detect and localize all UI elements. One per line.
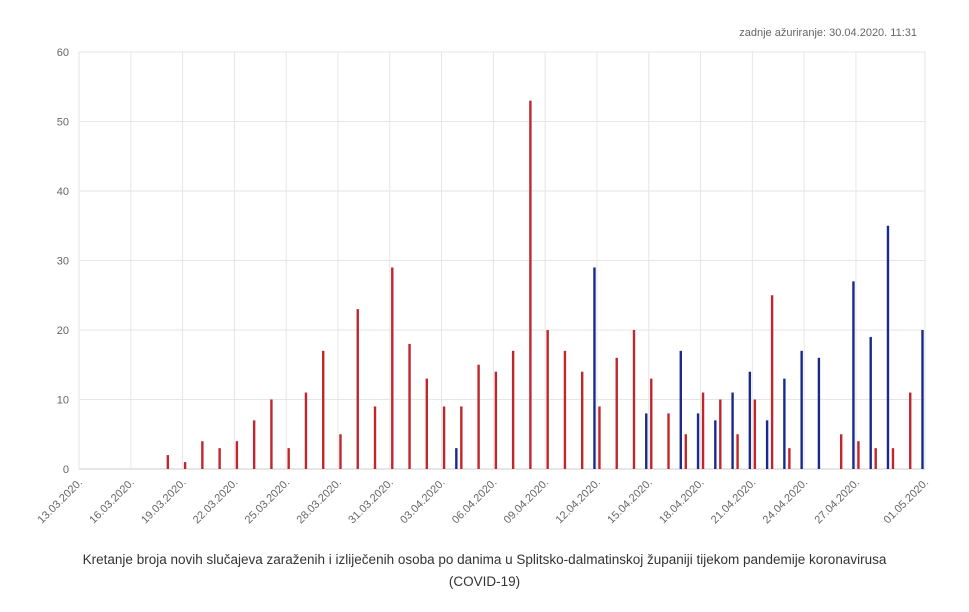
infected-bar [270,399,273,469]
infected-bar [857,441,860,469]
recovered-bar [714,420,717,469]
infected-bar [494,371,498,469]
x-tick-label: 24.04.2020. [761,477,811,527]
x-tick-label: 03.04.2020. [398,477,448,527]
x-tick-label: 16.03.2020. [87,477,137,527]
infected-bar [391,267,394,469]
infected-bar [909,392,912,469]
recovered-bar [696,413,700,469]
recovered-bar [852,281,855,469]
infected-bar [529,100,532,470]
chart-caption: Kretanje broja novih slučajeva zaraženih… [0,549,969,593]
infected-bar [650,378,653,469]
infected-bar [719,399,722,469]
x-tick-label: 06.04.2020. [450,477,500,527]
x-tick-label: 19.03.2020. [139,477,189,527]
infected-bar [563,350,567,469]
infected-bar [373,406,377,469]
infected-bar [322,350,325,469]
infected-bar [546,330,549,469]
infected-bar [874,448,877,469]
infected-bar [339,434,342,469]
recovered-bar [455,448,458,469]
recovered-bar [748,371,752,469]
infected-bar [408,343,411,469]
infected-bar [356,309,359,469]
infected-bar [235,441,239,469]
infected-bar [425,378,429,469]
bars [166,100,924,470]
infected-bar [252,420,256,469]
recovered-bar [783,378,786,469]
x-tick-label: 13.03.2020. [36,477,86,527]
infected-bar [753,399,757,469]
last-updated-label: zadnje ažuriranje: 30.04.2020. 11:31 [739,27,917,39]
infected-bar [442,406,446,469]
infected-bar [166,455,170,469]
infected-bar [477,364,480,469]
y-tick-label: 50 [57,117,69,129]
infected-bar [701,392,705,469]
y-tick-label: 60 [57,47,69,59]
infected-bar [218,448,221,469]
x-tick-label: 31.03.2020. [346,477,396,527]
x-tick-label: 21.04.2020. [709,477,759,527]
infected-bar [788,448,791,469]
x-tick-label: 22.03.2020. [191,477,241,527]
recovered-bar [679,350,682,469]
caption-line-2: (COVID-19) [448,574,521,589]
infected-bar [460,406,463,469]
recovered-bar [817,357,821,469]
y-tick-label: 10 [57,395,69,407]
infected-bar [304,392,308,469]
y-tick-label: 20 [57,325,69,337]
caption-line-1: Kretanje broja novih slučajeva zaraženih… [82,552,887,567]
infected-bar [511,350,515,469]
infected-bar [201,441,204,469]
infected-bar [667,413,670,469]
recovered-bar [921,330,924,469]
infected-bar [598,406,601,469]
axes: 0 10 20 30 40 50 60 13.03.2020. 16.03.2020. 19.03… [36,47,932,526]
recovered-bar [645,413,648,469]
infected-bar [615,357,618,469]
infected-bar [632,330,636,469]
x-tick-label: 27.04.2020. [812,477,862,527]
infected-bar [736,434,739,469]
infected-bar [287,448,290,469]
grid-lines [78,51,926,470]
infected-bar [684,434,687,469]
recovered-bar [800,350,803,469]
y-tick-label: 40 [57,186,69,198]
recovered-bar [869,336,872,469]
recovered-bar [731,392,734,469]
x-tick-label: 18.04.2020. [657,477,707,527]
x-tick-label: 09.04.2020. [502,477,552,527]
recovered-bar [765,420,769,469]
recovered-bar [886,225,890,469]
y-tick-label: 30 [57,256,69,268]
infected-bar [770,295,774,469]
x-tick-label: 12.04.2020. [553,477,603,527]
infected-bar [839,434,843,469]
bar-chart: 0 10 20 30 40 50 60 13.03.2020. 16.03.2020. 19.03… [36,47,932,526]
recovered-bar [593,267,596,469]
y-tick-label: 0 [63,464,69,476]
infected-bar [891,448,895,469]
x-tick-label: 28.03.2020. [295,477,345,527]
x-tick-label: 01.05.2020. [882,477,932,527]
x-tick-label: 15.04.2020. [605,477,655,527]
infected-bar [580,371,584,469]
x-tick-label: 25.03.2020. [243,477,293,527]
infected-bar [183,462,187,469]
